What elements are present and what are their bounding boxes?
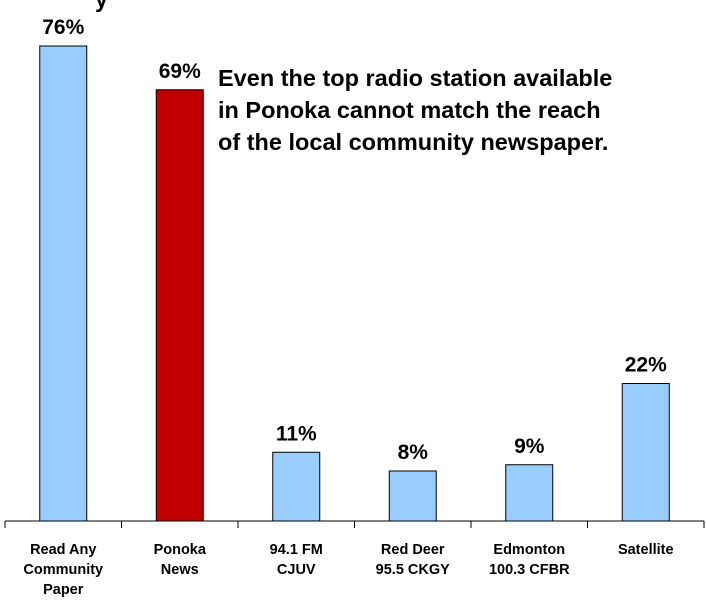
data-labels-group: 76% 69% 11% 8% 9% 22% xyxy=(42,16,667,464)
category-label-line: Red Deer xyxy=(380,542,445,558)
x-axis-ticks xyxy=(4,521,705,528)
data-label: 69% xyxy=(159,60,201,83)
category-label-line: 94.1 FM xyxy=(269,542,323,558)
data-label: 9% xyxy=(514,435,545,458)
bar xyxy=(272,451,321,522)
bar xyxy=(505,464,554,522)
data-label: 76% xyxy=(42,16,84,39)
bar xyxy=(621,383,670,522)
category-label: Ponoka News xyxy=(120,540,240,580)
category-label: Red Deer 95.5 CKGY xyxy=(353,540,473,580)
category-label-line: Ponoka xyxy=(153,542,206,558)
category-label-line: Community xyxy=(23,562,104,578)
annotation-line-3: of the local community newspaper. xyxy=(218,129,609,155)
category-label-line: Satellite xyxy=(617,542,674,558)
category-label: Edmonton 100.3 CFBR xyxy=(469,540,589,580)
data-label: 8% xyxy=(398,441,429,464)
category-label-line: Paper xyxy=(43,582,84,598)
chart-annotation: Even the top radio station available in … xyxy=(218,62,688,158)
bar xyxy=(388,470,437,522)
annotation-line-1: Even the top radio station available xyxy=(218,65,613,91)
data-label: 11% xyxy=(276,422,317,445)
category-label-line: News xyxy=(160,562,199,578)
category-label-line: CJUV xyxy=(276,562,316,578)
chart-title-fragment: y xyxy=(95,0,108,13)
bars-group xyxy=(39,45,670,522)
category-label: 94.1 FM CJUV xyxy=(236,540,356,580)
category-label-line: 95.5 CKGY xyxy=(375,562,450,578)
category-label-line: 100.3 CFBR xyxy=(488,562,570,578)
category-label-line: Read Any xyxy=(30,542,97,558)
category-label-line: Edmonton xyxy=(493,542,566,558)
data-label: 22% xyxy=(625,354,667,377)
bar xyxy=(39,45,88,522)
annotation-line-2: in Ponoka cannot match the reach xyxy=(218,97,601,123)
category-label: Satellite xyxy=(586,540,706,560)
category-label: Read Any Community Paper xyxy=(3,540,123,600)
bar xyxy=(155,89,204,522)
